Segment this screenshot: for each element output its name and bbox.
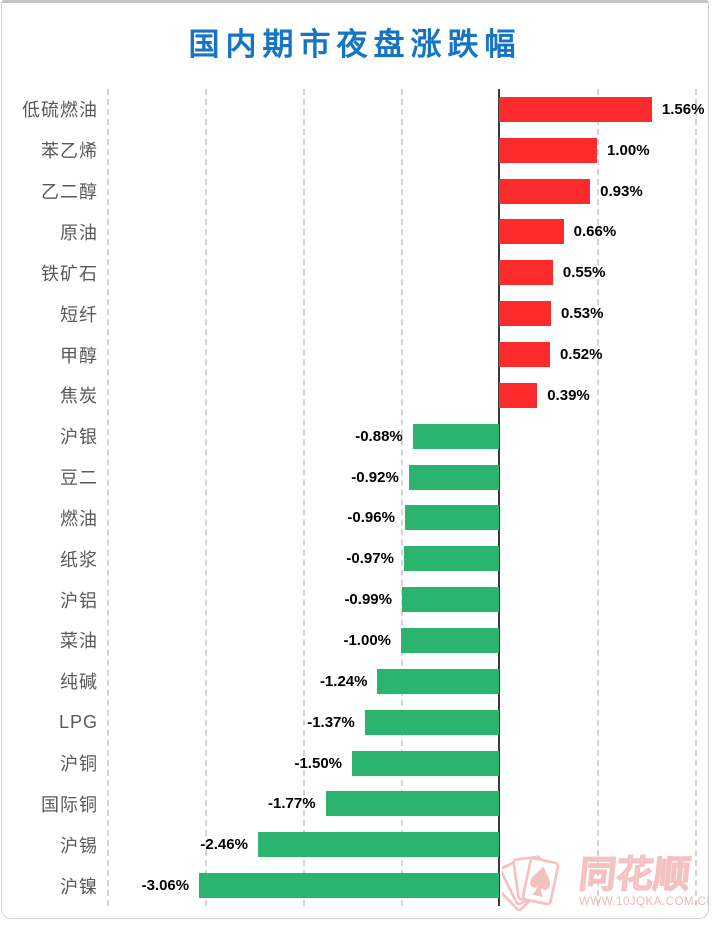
- value-label: 0.55%: [562, 264, 606, 282]
- category-label: 沪银: [60, 427, 98, 448]
- category-label: 燃油: [60, 508, 98, 529]
- gridline: [401, 89, 403, 906]
- value-label: -0.88%: [355, 427, 403, 445]
- value-label: 0.53%: [560, 305, 604, 323]
- positive-bar: [499, 301, 551, 327]
- negative-bar: [377, 668, 499, 694]
- value-label: -3.06%: [141, 877, 190, 895]
- category-label: 铁矿石: [41, 263, 98, 284]
- positive-bar: [499, 219, 564, 245]
- negative-bar: [199, 873, 499, 899]
- category-label: 国际铜: [41, 794, 98, 815]
- positive-bar: [499, 382, 538, 408]
- negative-bar: [352, 750, 499, 776]
- category-label: 纸浆: [60, 549, 98, 570]
- value-label: -1.77%: [268, 795, 316, 813]
- category-label: 低硫燃油: [22, 100, 98, 121]
- category-label: 乙二醇: [41, 182, 98, 203]
- category-label: 甲醇: [60, 345, 98, 366]
- gridline: [303, 89, 305, 906]
- gridline: [205, 89, 207, 906]
- value-label: -1.00%: [343, 631, 391, 649]
- value-label: -2.46%: [200, 836, 248, 854]
- category-label: 焦炭: [60, 386, 98, 407]
- category-label: 豆二: [60, 468, 98, 489]
- gridline: [107, 89, 109, 906]
- value-label: -0.99%: [344, 591, 392, 609]
- category-label: 沪铜: [60, 754, 98, 775]
- category-label: 沪镍: [60, 876, 98, 897]
- value-label: 0.93%: [600, 182, 643, 200]
- value-label: 1.00%: [607, 141, 650, 159]
- category-label: 沪铝: [60, 590, 98, 611]
- zero-axis-line: [497, 89, 501, 906]
- value-label: -0.96%: [347, 509, 395, 527]
- category-label: 纯碱: [60, 672, 98, 693]
- negative-bar: [401, 627, 499, 653]
- negative-bar: [412, 423, 499, 449]
- value-label: 1.56%: [661, 100, 705, 118]
- positive-bar: [499, 178, 591, 204]
- negative-bar: [408, 464, 499, 490]
- category-label: 菜油: [60, 631, 98, 652]
- value-label: 0.39%: [547, 386, 590, 404]
- value-label: -1.24%: [319, 672, 368, 690]
- positive-bar: [499, 342, 550, 368]
- negative-bar: [257, 832, 499, 858]
- value-label: 0.52%: [559, 346, 603, 364]
- negative-bar: [401, 587, 499, 613]
- category-label: LPG: [58, 711, 98, 732]
- value-label: -1.50%: [294, 754, 342, 772]
- category-label: 原油: [60, 222, 98, 243]
- negative-bar: [325, 791, 499, 817]
- chart-title: 国内期市夜盘涨跌幅: [188, 27, 522, 62]
- gridline: [597, 89, 599, 906]
- negative-bar: [364, 709, 499, 735]
- positive-bar: [499, 260, 553, 286]
- value-label: -0.97%: [346, 550, 394, 568]
- positive-bar: [499, 96, 652, 122]
- positive-bar: [499, 137, 597, 163]
- category-label: 短纤: [60, 304, 98, 325]
- bar-chart-plot-area: 低硫燃油 1.56% 苯乙烯 1.00% 乙二醇 0.93% 原油 0.66% 铁矿石 0.55%…: [2, 3, 708, 918]
- value-label: 0.66%: [573, 223, 617, 241]
- category-label: 沪锡: [60, 835, 98, 856]
- chart-card: 国内期市夜盘涨跌幅 低硫燃油 1.56% 苯乙烯 1.00% 乙二醇 0.93% 原油 0.6…: [1, 0, 709, 919]
- value-label: -0.92%: [351, 468, 399, 486]
- gridline: [695, 89, 697, 906]
- value-label: -1.37%: [307, 713, 355, 731]
- negative-bar: [404, 505, 499, 531]
- negative-bar: [403, 546, 499, 572]
- category-label: 苯乙烯: [41, 141, 98, 162]
